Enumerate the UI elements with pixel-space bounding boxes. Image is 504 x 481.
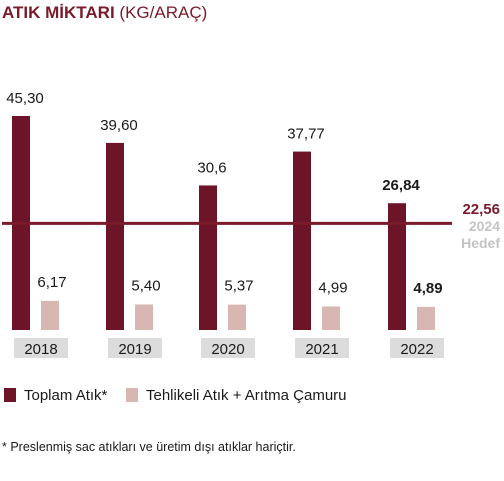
chart-title-unit: (KG/ARAÇ) <box>119 3 208 22</box>
data-label-total-2022: 26,84 <box>382 177 420 194</box>
bar-hazardous-2020 <box>228 304 246 330</box>
footnote: * Preslenmiş sac atıkları ve üretim dışı… <box>2 440 296 454</box>
tick-bg-2020 <box>201 338 255 358</box>
target-value-label: 22,56 <box>462 201 500 218</box>
tick-label-2021: 2021 <box>305 341 338 358</box>
tick-label-2020: 2020 <box>211 341 244 358</box>
data-label-hazardous-2019: 5,40 <box>131 277 160 294</box>
data-label-total-2018: 45,30 <box>6 90 44 107</box>
bar-total-2019 <box>106 142 124 330</box>
legend-label-total: Toplam Atık* <box>24 386 108 404</box>
tick-label-2018: 2018 <box>24 341 57 358</box>
bar-total-2021 <box>293 151 311 330</box>
bar-total-2020 <box>199 185 217 330</box>
bar-hazardous-2021 <box>322 306 340 330</box>
chart-title: ATIK MİKTARI (KG/ARAÇ) <box>2 2 207 24</box>
legend-swatch-total <box>4 388 16 402</box>
bar-hazardous-2018 <box>41 300 59 330</box>
tick-bg-2022 <box>390 338 444 358</box>
data-label-total-2019: 39,60 <box>100 117 138 134</box>
target-text-label: Hedef <box>461 235 500 251</box>
legend-swatch-hazardous <box>126 388 138 402</box>
data-label-hazardous-2018: 6,17 <box>37 274 66 291</box>
data-label-hazardous-2022: 4,89 <box>413 280 442 297</box>
chart-title-main: ATIK MİKTARI <box>2 3 115 22</box>
tick-label-2022: 2022 <box>400 341 433 358</box>
data-label-total-2021: 37,77 <box>287 126 325 143</box>
bar-hazardous-2019 <box>135 304 153 330</box>
data-label-hazardous-2020: 5,37 <box>224 278 253 295</box>
bar-total-2022 <box>388 203 406 330</box>
data-label-total-2020: 30,6 <box>197 159 226 176</box>
tick-bg-2018 <box>14 338 68 358</box>
target-year-label: 2024 <box>469 218 500 234</box>
bar-chart: 45,30 6,17 2018 39,60 5,40 2019 30,6 5,37 2020 37… <box>2 90 500 358</box>
legend-label-hazardous: Tehlikeli Atık + Arıtma Çamuru <box>146 386 347 404</box>
data-label-hazardous-2021: 4,99 <box>318 279 347 296</box>
tick-bg-2021 <box>295 338 349 358</box>
legend-item-total: Toplam Atık* <box>4 386 107 404</box>
bar-hazardous-2022 <box>417 306 435 330</box>
tick-bg-2019 <box>108 338 162 358</box>
legend-item-hazardous: Tehlikeli Atık + Arıtma Çamuru <box>126 386 347 404</box>
tick-label-2019: 2019 <box>118 341 151 358</box>
